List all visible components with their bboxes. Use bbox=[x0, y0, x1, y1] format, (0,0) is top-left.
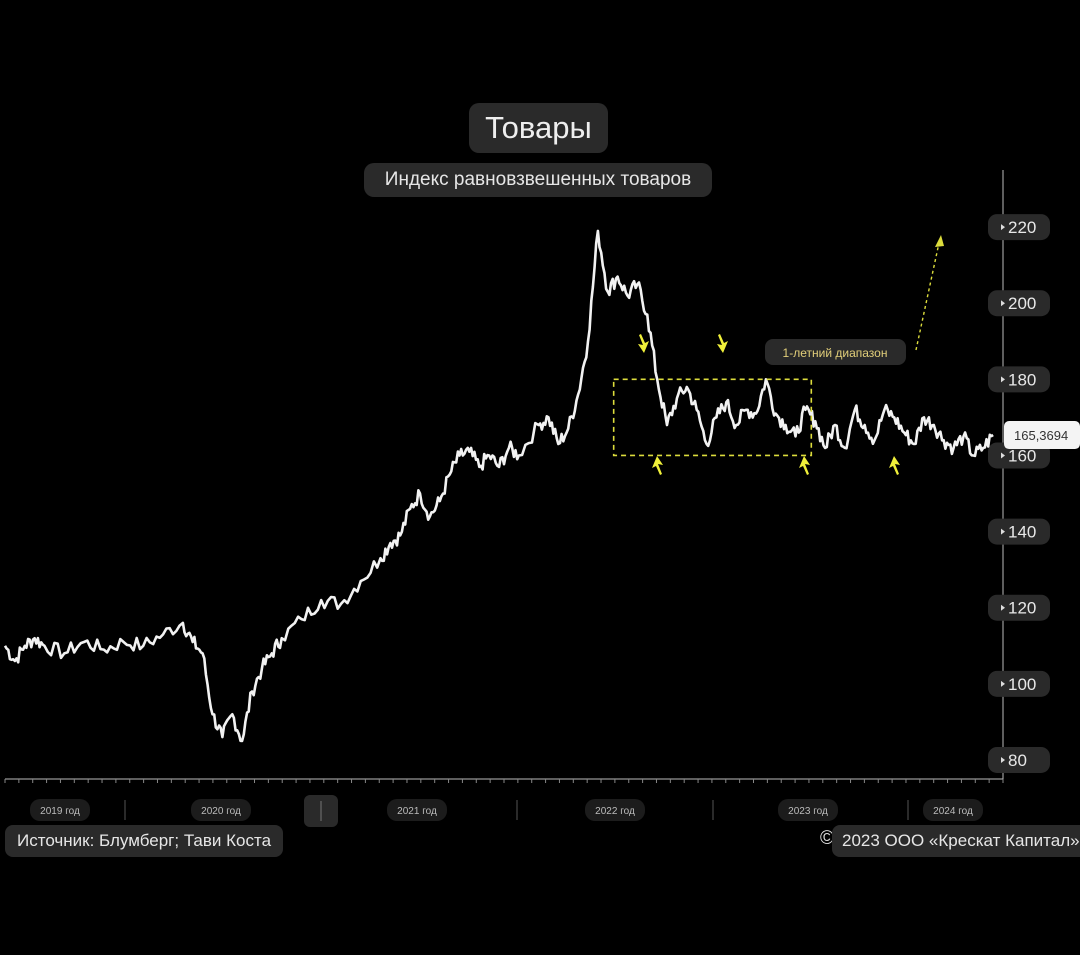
support-arrow-2 bbox=[799, 456, 810, 475]
resistance-arrow-2 bbox=[717, 334, 728, 353]
last-value-label: 165,3694 bbox=[1014, 428, 1068, 443]
support-arrow-1 bbox=[652, 456, 663, 475]
x-tick-pill bbox=[191, 799, 251, 821]
x-tick-pill bbox=[387, 799, 447, 821]
y-tick-label: 140 bbox=[1008, 523, 1036, 542]
y-tick-label: 160 bbox=[1008, 446, 1036, 465]
resistance-arrow-1 bbox=[638, 334, 649, 353]
y-tick-marker bbox=[1001, 224, 1005, 231]
y-tick-label: 120 bbox=[1008, 599, 1036, 618]
y-tick-label: 220 bbox=[1008, 218, 1036, 237]
y-tick-marker bbox=[1001, 680, 1005, 687]
y-tick-marker bbox=[1001, 756, 1005, 763]
y-tick-pill bbox=[988, 518, 1050, 545]
x-tick-label: 2023 год bbox=[788, 806, 828, 817]
x-tick-pill bbox=[585, 799, 645, 821]
last-value-badge bbox=[1004, 421, 1080, 450]
y-tick-pill bbox=[988, 670, 1050, 697]
x-tick-pill bbox=[30, 799, 90, 821]
y-tick-label: 100 bbox=[1008, 675, 1036, 694]
range-box bbox=[612, 378, 813, 457]
copyright-note: 2023 ООО «Крескат Капитал» bbox=[832, 825, 1080, 857]
range-label-pill bbox=[765, 339, 906, 365]
series-line bbox=[3, 229, 994, 743]
x-tick-label: 2021 год bbox=[397, 806, 437, 817]
y-tick-pill bbox=[988, 594, 1050, 621]
breakout-arrow-head bbox=[935, 235, 944, 247]
x-tick-label: 2020 год bbox=[201, 806, 241, 817]
chart-title: Товары bbox=[469, 103, 608, 153]
y-tick-pill bbox=[988, 214, 1050, 241]
y-tick-marker bbox=[1001, 604, 1005, 611]
y-tick-pill bbox=[988, 290, 1050, 317]
y-tick-marker bbox=[1001, 452, 1005, 459]
x-tick-label: 2019 год bbox=[40, 806, 80, 817]
y-tick-label: 80 bbox=[1008, 751, 1027, 770]
x-tick-label: 2024 год bbox=[933, 806, 973, 817]
y-tick-label: 180 bbox=[1008, 370, 1036, 389]
breakout-arrow-line bbox=[915, 242, 940, 351]
y-tick-marker bbox=[1001, 300, 1005, 307]
y-tick-marker bbox=[1001, 528, 1005, 535]
y-tick-pill bbox=[988, 366, 1050, 393]
y-tick-pill bbox=[988, 746, 1050, 773]
x-tick-label: 2022 год bbox=[595, 806, 635, 817]
chart-subtitle: Индекс равновзвешенных товаров bbox=[364, 163, 712, 197]
x-tick-pill bbox=[923, 799, 983, 821]
range-label: 1-летний диапазон bbox=[783, 346, 888, 360]
y-tick-label: 200 bbox=[1008, 294, 1036, 313]
y-tick-marker bbox=[1001, 376, 1005, 383]
source-note: Источник: Блумберг; Тави Коста bbox=[5, 825, 284, 857]
support-arrow-3 bbox=[889, 456, 900, 475]
x-tick-pill bbox=[778, 799, 838, 821]
copyright-symbol: © bbox=[820, 828, 834, 849]
